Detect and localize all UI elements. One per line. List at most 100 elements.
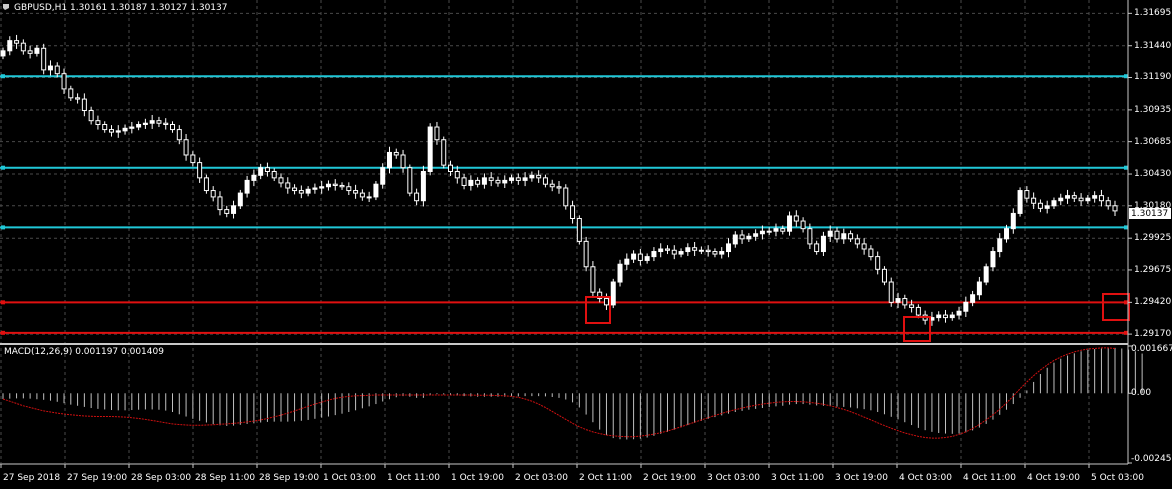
time-tick-label: 4 Oct 19:00 <box>1027 473 1080 483</box>
candle-body <box>366 196 372 199</box>
price-axis-ticks <box>1128 12 1132 464</box>
candle-body <box>617 263 623 283</box>
candle-body <box>434 126 440 141</box>
line-handle <box>1 225 5 230</box>
candle-body <box>515 177 521 181</box>
time-tick-label: 2 Oct 19:00 <box>643 473 696 483</box>
candle-body <box>664 248 670 251</box>
candle-body <box>312 187 318 190</box>
macd-tick-label: 0.001667 <box>1131 344 1172 354</box>
candle-body <box>570 205 576 220</box>
candle-body <box>68 88 74 99</box>
candle-body <box>156 120 162 124</box>
candle-body <box>800 220 806 230</box>
candle-body <box>576 218 582 242</box>
candle-body <box>1105 200 1111 207</box>
candle-body <box>27 50 33 54</box>
candle-body <box>793 215 799 222</box>
candle-body <box>359 192 365 198</box>
candle-body <box>895 298 901 303</box>
candle-body <box>780 228 786 232</box>
candle-body <box>726 243 732 253</box>
time-tick-label: 2 Oct 11:00 <box>579 473 632 483</box>
candle-body <box>224 209 230 214</box>
price-tick-label: 1.29170 <box>1134 329 1172 340</box>
candle-body <box>1004 228 1010 240</box>
candle-body <box>942 314 948 319</box>
candle-body <box>990 251 996 268</box>
candle-body <box>759 230 765 235</box>
price-tick-label: 1.31190 <box>1134 72 1172 83</box>
candle-body <box>814 243 820 253</box>
zone-markers <box>585 293 1130 342</box>
time-tick-label: 27 Sep 2018 <box>3 473 61 483</box>
candle-body <box>644 256 650 261</box>
price-tick-label: 1.31695 <box>1134 8 1172 19</box>
candle-body <box>115 130 121 133</box>
candle-body <box>807 228 813 245</box>
candle-body <box>292 187 298 192</box>
candle-body <box>983 266 989 283</box>
candle-body <box>685 247 691 253</box>
candle-body <box>339 184 345 188</box>
candle-body <box>251 174 257 181</box>
line-handle <box>1 330 5 335</box>
candle-body <box>705 249 711 253</box>
line-handle <box>1124 225 1128 230</box>
candle-body <box>997 238 1003 253</box>
horizontal-lines[interactable] <box>0 74 1128 335</box>
price-tick-label: 1.30430 <box>1134 169 1172 180</box>
candle-body <box>698 249 704 252</box>
time-tick-label: 28 Sep 03:00 <box>131 473 192 483</box>
candle-body <box>264 167 270 172</box>
candle-body <box>298 190 304 194</box>
candle-body <box>861 243 867 250</box>
candle-body <box>170 123 176 131</box>
candle-body <box>963 301 969 312</box>
candle-body <box>441 139 447 166</box>
line-handle <box>1124 330 1128 335</box>
candle-body <box>1085 197 1091 202</box>
candle-body <box>47 65 53 71</box>
candle-body <box>970 294 976 303</box>
candle-body <box>346 186 352 192</box>
candle-body <box>712 251 718 255</box>
candle-body <box>231 205 237 214</box>
macd-label: MACD(12,26,9) 0.001197 0.001409 <box>4 347 164 357</box>
candle-body <box>563 187 569 207</box>
candle-body <box>678 251 684 255</box>
candle-body <box>427 126 433 173</box>
candle-body <box>719 251 725 255</box>
time-tick-label: 3 Oct 03:00 <box>707 473 760 483</box>
candle-body <box>1071 195 1077 199</box>
candle-body <box>542 177 548 185</box>
candle-body <box>488 177 494 181</box>
candle-body <box>732 234 738 245</box>
line-handle <box>1 165 5 170</box>
candle-body <box>1017 190 1023 214</box>
time-tick-label: 1 Oct 19:00 <box>451 473 504 483</box>
time-tick-label: 2 Oct 03:00 <box>515 473 568 483</box>
line-handle <box>1 74 5 79</box>
candle-body <box>102 123 108 131</box>
price-tick-label: 1.29420 <box>1134 297 1172 308</box>
candle-body <box>319 186 325 189</box>
candle-body <box>176 129 182 141</box>
candle-body <box>787 215 793 232</box>
candle-body <box>773 228 779 232</box>
candle-body <box>414 192 420 202</box>
time-tick-label: 28 Sep 11:00 <box>195 473 256 483</box>
candle-body <box>746 235 752 240</box>
chart-grid <box>0 0 1128 463</box>
candle-body <box>373 183 379 198</box>
candle-body <box>88 110 94 122</box>
chart-window-icon <box>3 4 9 10</box>
price-tick-label: 1.29675 <box>1134 264 1172 275</box>
candle-body <box>258 167 264 176</box>
candle-body <box>149 120 155 124</box>
price-tick-label: 1.31440 <box>1134 40 1172 51</box>
candle-body <box>420 171 426 202</box>
candle-body <box>197 162 203 179</box>
candle-body <box>244 179 250 194</box>
